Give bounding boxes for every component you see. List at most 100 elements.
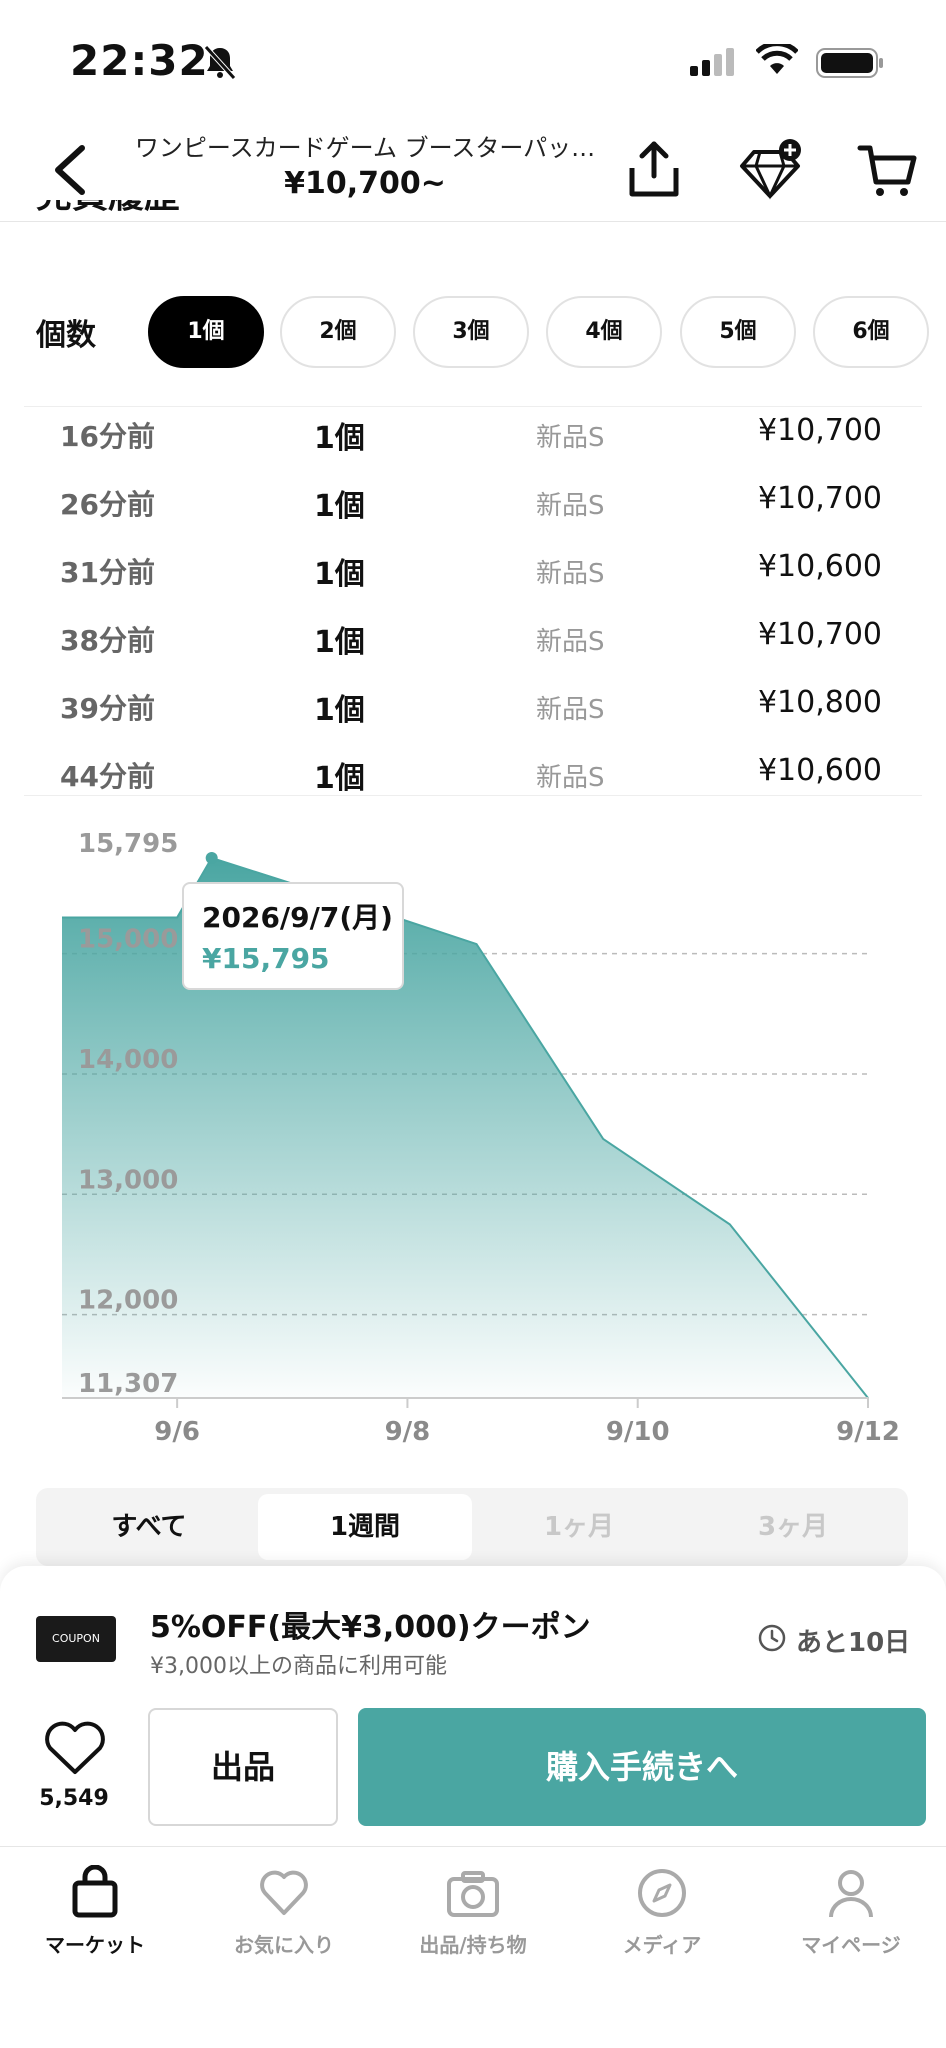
highlight-point [205, 852, 218, 864]
history-time: 16分前 [60, 420, 155, 453]
x-tick-label: 9/10 [606, 1417, 670, 1447]
qty-option-3[interactable]: 3個 [413, 296, 529, 368]
history-row: 16分前 1個 新品S ¥10,700 [24, 407, 922, 475]
quantity-label: 個数 [36, 318, 96, 353]
y-tick-label: 15,795 [78, 829, 178, 859]
product-header: ワンピースカードゲーム ブースターパッ… ¥10,700~ [0, 120, 946, 222]
range-tab-all[interactable]: すべて [111, 1512, 187, 1542]
history-condition: 新品S [536, 559, 605, 589]
range-tab-1month[interactable]: 1ヶ月 [543, 1512, 615, 1542]
tab-label: 出品/持ち物 [419, 1933, 527, 1957]
history-row: 38分前 1個 新品S ¥10,700 [24, 611, 922, 679]
history-qty: 1個 [314, 489, 365, 524]
tab-favorites[interactable]: お気に入り [189, 1865, 379, 1975]
y-tick-label: 14,000 [78, 1045, 178, 1075]
price-chart[interactable]: 15,795 15,000 14,000 13,000 12,000 11,307 9/6 9… [0, 820, 946, 1460]
range-tab-1week[interactable]: 1週間 [258, 1494, 472, 1560]
coupon-remaining: あと10日 [796, 1628, 911, 1658]
person-icon [829, 1870, 873, 1918]
history-time: 26分前 [60, 488, 155, 521]
y-tick-label: 13,000 [78, 1165, 178, 1195]
price-area [62, 858, 868, 1398]
share-icon[interactable] [622, 138, 686, 202]
camera-icon [447, 1871, 499, 1917]
coupon-title[interactable]: 5%OFF(最大¥3,000)クーポン [150, 1610, 591, 1645]
history-condition: 新品S [536, 763, 605, 793]
y-tick-label: 12,000 [78, 1286, 178, 1316]
tab-label: お気に入り [234, 1933, 334, 1957]
chart-tooltip: 2026/9/7(月) ¥15,795 [182, 882, 404, 990]
coupon-subtitle: ¥3,000以上の商品に利用可能 [150, 1654, 447, 1679]
tooltip-date: 2026/9/7(月) [202, 901, 393, 934]
x-tick-label: 9/8 [385, 1417, 431, 1447]
buy-button[interactable]: 購入手続きへ [358, 1708, 926, 1826]
heart-icon [45, 1721, 105, 1774]
history-qty: 1個 [314, 421, 365, 456]
signal-icon [690, 48, 734, 76]
tab-label: マイページ [801, 1933, 901, 1957]
battery-icon [816, 48, 883, 78]
compass-icon [638, 1869, 686, 1917]
range-tab-3month[interactable]: 3ヶ月 [757, 1512, 829, 1542]
history-qty: 1個 [314, 761, 365, 796]
qty-option-2[interactable]: 2個 [280, 296, 396, 368]
history-row: 39分前 1個 新品S ¥10,800 [24, 679, 922, 747]
tab-label: マーケット [45, 1933, 145, 1957]
qty-option-6[interactable]: 6個 [813, 296, 929, 368]
history-price: ¥10,600 [757, 549, 882, 584]
like-button[interactable] [30, 1718, 120, 1838]
bag-icon [72, 1865, 118, 1918]
price-chart-svg[interactable]: 15,795 15,000 14,000 13,000 12,000 11,307 9/6 9… [0, 820, 946, 1460]
range-selector: すべて 1週間 1ヶ月 3ヶ月 [36, 1488, 908, 1566]
history-qty: 1個 [314, 625, 365, 660]
history-time: 39分前 [60, 692, 155, 725]
history-row: 26分前 1個 新品S ¥10,700 [24, 475, 922, 543]
history-condition: 新品S [536, 491, 605, 521]
history-condition: 新品S [536, 423, 605, 453]
status-time: 22:32 [70, 36, 209, 85]
bottom-tab-bar: マーケット お気に入り 出品/持ち物 メディア マイページ [0, 1846, 946, 2048]
trade-history-title: 売買履歴 [36, 200, 180, 240]
qty-option-4[interactable]: 4個 [546, 296, 662, 368]
coupon-image: COUPON [36, 1616, 116, 1662]
like-count: 5,549 [39, 1786, 109, 1811]
history-row: 44分前 1個 新品S ¥10,600 [24, 747, 922, 815]
history-price: ¥10,600 [757, 753, 882, 788]
wifi-icon [756, 44, 798, 74]
history-time: 31分前 [60, 556, 155, 589]
history-row: 31分前 1個 新品S ¥10,600 [24, 543, 922, 611]
x-tick-label: 9/12 [836, 1417, 900, 1447]
cart-icon[interactable] [856, 138, 920, 202]
y-tick-label: 11,307 [78, 1369, 178, 1399]
tab-label: メディア [622, 1933, 702, 1957]
history-qty: 1個 [314, 693, 365, 728]
tab-market[interactable]: マーケット [0, 1865, 190, 1975]
bell-muted-icon [204, 45, 236, 80]
clock-icon [758, 1624, 786, 1652]
status-bar: 22:32 [0, 0, 946, 120]
heart-icon [260, 1870, 308, 1915]
qty-option-5[interactable]: 5個 [680, 296, 796, 368]
tab-sell[interactable]: 出品/持ち物 [378, 1865, 568, 1975]
sell-button[interactable]: 出品 [148, 1708, 338, 1826]
history-price: ¥10,800 [757, 685, 882, 720]
product-price: ¥10,700~ [284, 166, 446, 201]
tab-mypage[interactable]: マイページ [756, 1865, 946, 1975]
history-qty: 1個 [314, 557, 365, 592]
history-condition: 新品S [536, 695, 605, 725]
history-condition: 新品S [536, 627, 605, 657]
trade-history-list: 16分前 1個 新品S ¥10,700 26分前 1個 新品S ¥10,700 … [24, 406, 922, 796]
history-time: 44分前 [60, 760, 155, 793]
history-price: ¥10,700 [757, 413, 882, 448]
y-tick-label: 15,000 [78, 925, 178, 955]
tab-media[interactable]: メディア [567, 1865, 757, 1975]
history-time: 38分前 [60, 624, 155, 657]
back-icon[interactable] [44, 140, 98, 200]
tooltip-price: ¥15,795 [202, 942, 330, 975]
product-title: ワンピースカードゲーム ブースターパッ… [134, 134, 596, 162]
x-tick-label: 9/6 [154, 1417, 200, 1447]
history-price: ¥10,700 [757, 481, 882, 516]
diamond-plus-icon[interactable] [738, 138, 802, 202]
qty-option-1[interactable]: 1個 [148, 296, 264, 368]
history-price: ¥10,700 [757, 617, 882, 652]
